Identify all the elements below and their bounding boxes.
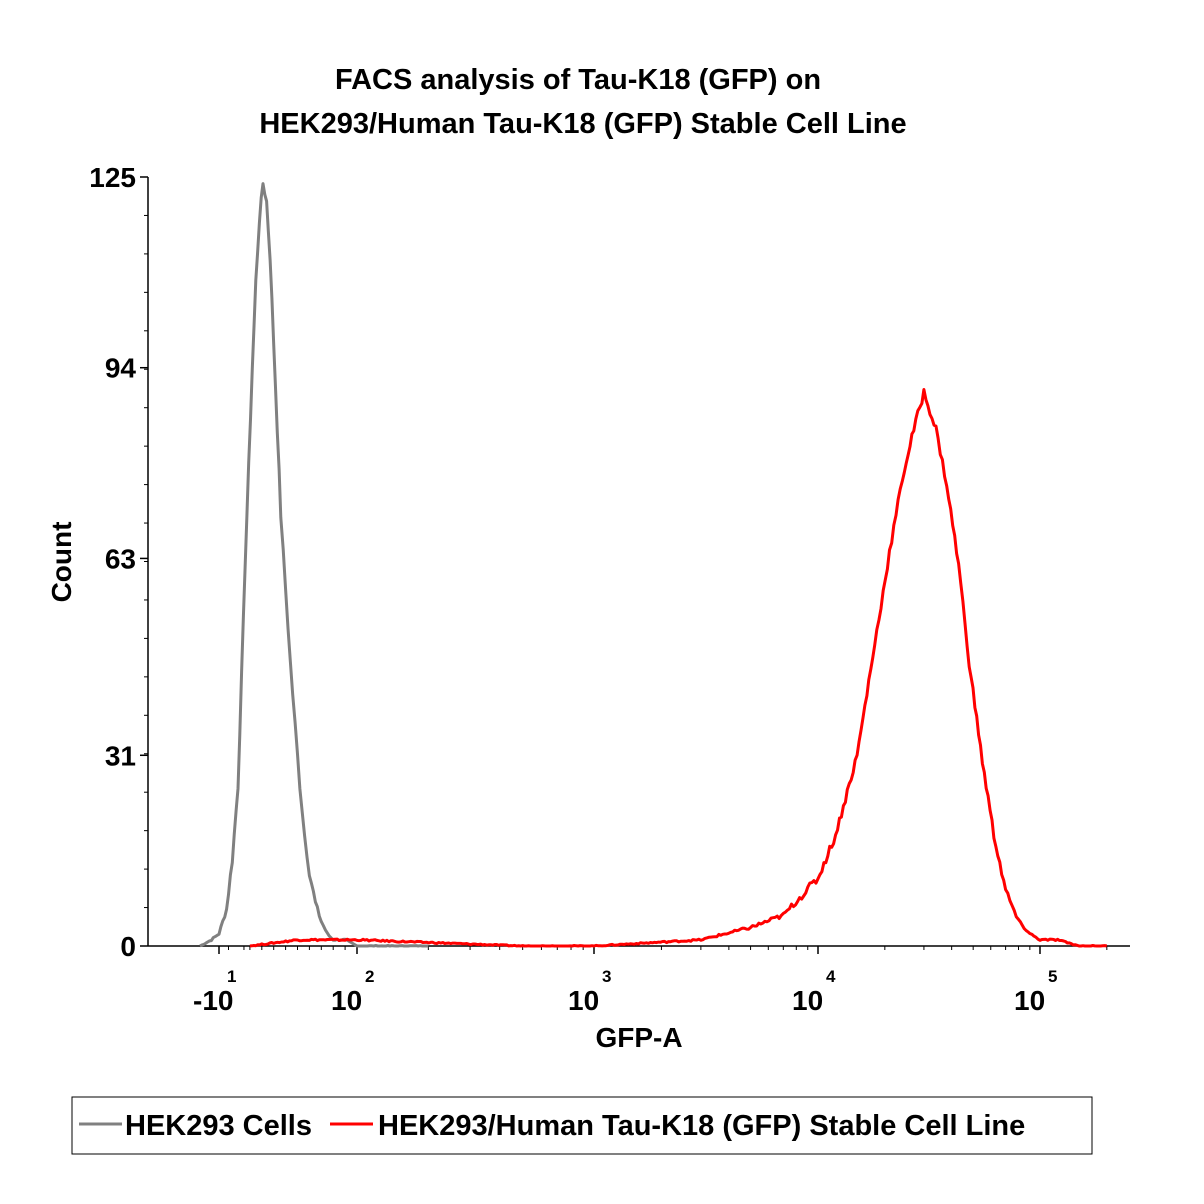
x-axis-title: GFP-A (595, 1022, 682, 1053)
chart-title-line-1: FACS analysis of Tau-K18 (GFP) on (335, 64, 821, 96)
y-tick-label: 63 (105, 543, 136, 574)
legend: HEK293 Cells HEK293/Human Tau-K18 (GFP) … (71, 1096, 1093, 1155)
y-axis-ticks: 0 31 63 94 125 (89, 162, 148, 962)
chart-title-line-2: HEK293/Human Tau-K18 (GFP) Stable Cell L… (259, 108, 906, 140)
x-tick-label-base: -10 (193, 985, 233, 1016)
y-axis-title: Count (46, 522, 77, 603)
series-line-hek293-cells (199, 182, 429, 948)
series-line-stable-cell-line (249, 388, 1108, 948)
x-tick-label-base: 10 (331, 985, 362, 1016)
y-tick-label: 125 (89, 162, 136, 193)
x-tick-label-exponent: 5 (1048, 967, 1057, 986)
x-tick-label-exponent: 1 (227, 967, 236, 986)
legend-label-hek293-cells: HEK293 Cells (125, 1110, 312, 1142)
x-tick-label-base: 10 (568, 985, 599, 1016)
x-tick-label-base: 10 (1014, 985, 1045, 1016)
series-layer (199, 182, 1108, 948)
y-tick-label: 31 (105, 740, 136, 771)
legend-label-stable-cell-line: HEK293/Human Tau-K18 (GFP) Stable Cell L… (378, 1110, 1025, 1142)
legend-frame (71, 1096, 1093, 1155)
y-tick-label: 94 (105, 353, 137, 384)
x-tick-label-exponent: 2 (365, 967, 374, 986)
y-tick-label: 0 (120, 931, 136, 962)
x-tick-label-exponent: 4 (826, 967, 836, 986)
x-tick-label-exponent: 3 (602, 967, 611, 986)
x-tick-label-base: 10 (792, 985, 823, 1016)
